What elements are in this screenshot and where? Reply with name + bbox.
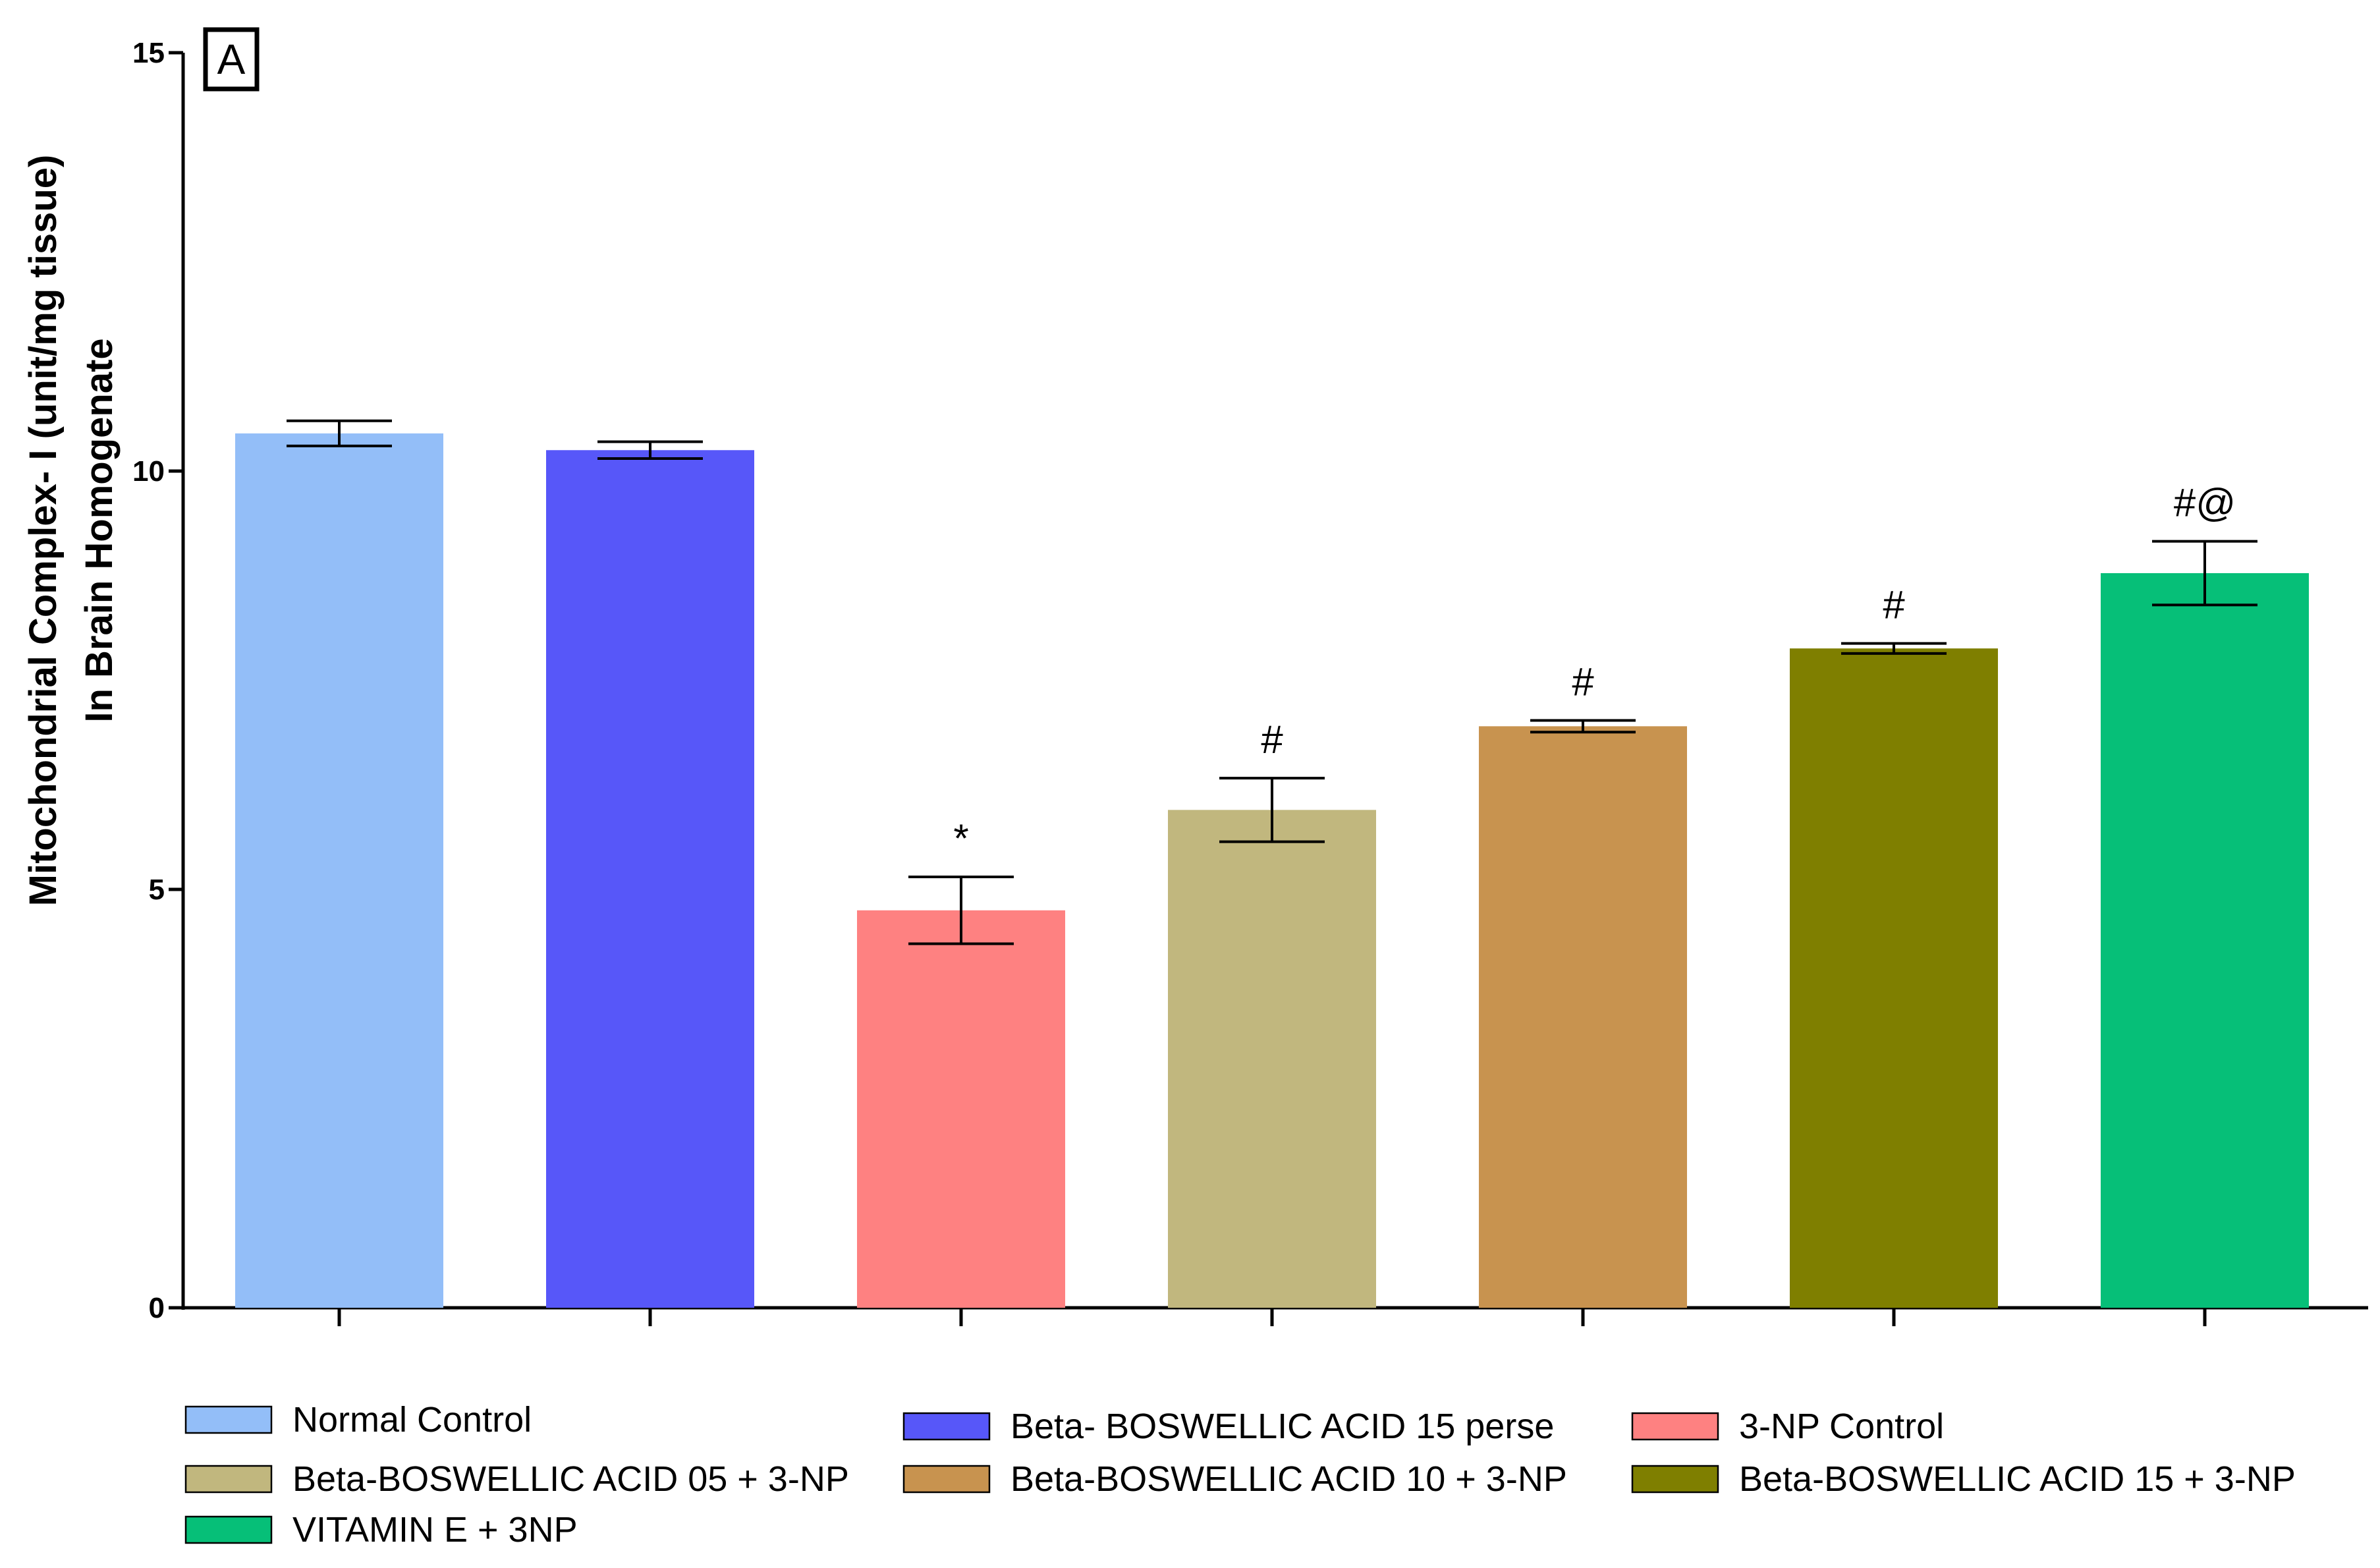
- significance-mark: #: [1261, 717, 1283, 762]
- legend-label: VITAMIN E + 3NP: [292, 1510, 578, 1550]
- bar: [235, 433, 443, 1308]
- legend-label: Beta-BOSWELLIC ACID 05 + 3-NP: [292, 1459, 849, 1499]
- legend-swatch: [184, 1465, 273, 1494]
- y-tick-label: 5: [149, 874, 165, 906]
- significance-mark: #: [1883, 583, 1905, 627]
- y-axis-label-line: In Brain Homogenate: [78, 338, 121, 722]
- panel-label: A: [203, 27, 260, 92]
- bar: [2101, 573, 2309, 1308]
- legend-label: Normal Control: [292, 1400, 532, 1440]
- bar: [1479, 726, 1687, 1308]
- bars: [235, 433, 2309, 1308]
- legend-swatch: [902, 1465, 991, 1494]
- legend-swatch: [184, 1515, 273, 1544]
- legend-swatch: [1631, 1465, 1719, 1494]
- legend-label: Beta-BOSWELLIC ACID 15 + 3-NP: [1739, 1459, 2296, 1499]
- legend: Normal Control Beta- BOSWELLIC ACID 15 pe…: [184, 1400, 2296, 1550]
- legend-label: Beta-BOSWELLIC ACID 10 + 3-NP: [1010, 1459, 1567, 1499]
- bar: [1790, 648, 1998, 1308]
- y-tick-label: 15: [132, 37, 165, 69]
- legend-label: Beta- BOSWELLIC ACID 15 perse: [1010, 1407, 1554, 1446]
- legend-swatch: [1631, 1412, 1719, 1441]
- y-axis-label-line: Mitochondrial Complex- I (unit/mg tissue…: [22, 155, 65, 907]
- significance-mark: #@: [2174, 481, 2236, 525]
- error-bars: [287, 419, 2257, 945]
- y-axis-label: Mitochondrial Complex- I (unit/mg tissue…: [22, 155, 121, 907]
- panel-label-text: A: [217, 36, 246, 83]
- legend-swatch: [902, 1412, 991, 1441]
- legend-label: 3-NP Control: [1739, 1407, 1944, 1446]
- bar: [1168, 810, 1376, 1308]
- y-tick-label: 0: [149, 1292, 165, 1324]
- legend-swatch: [184, 1405, 273, 1434]
- significance-mark: *: [953, 816, 968, 860]
- significance-mark: #: [1572, 659, 1594, 704]
- panel-label-box: [203, 27, 260, 92]
- axes: 0 5 10 15: [132, 37, 2368, 1326]
- bar: [857, 910, 1065, 1308]
- significance-annotations: * # # # #@: [953, 481, 2236, 860]
- y-tick-label: 10: [132, 455, 165, 488]
- bar: [546, 450, 754, 1308]
